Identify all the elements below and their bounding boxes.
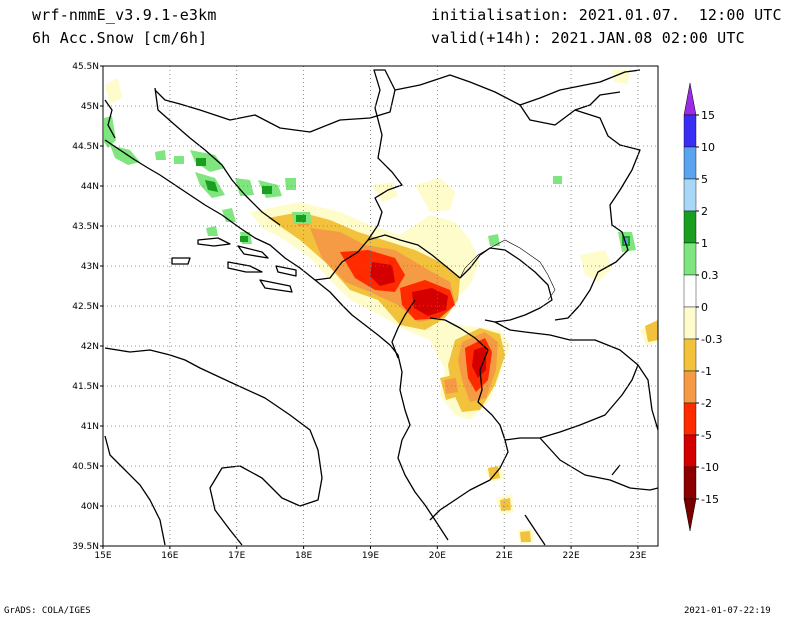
lat-tick-label: 42N: [81, 342, 99, 352]
colorbar-label: -5: [701, 429, 712, 442]
lat-tick-label: 41.5N: [72, 382, 99, 392]
lon-tick-label: 23E: [629, 551, 646, 561]
snow-field: [103, 66, 658, 546]
colorbar-bottom-arrow: [683, 498, 697, 532]
timestamp-label: 2021-01-07-22:19: [684, 606, 771, 616]
colorbar-label: -15: [701, 493, 719, 506]
lat-tick-label: 45N: [81, 102, 99, 112]
lon-tick-label: 21E: [496, 551, 513, 561]
colorbar-swatch: [683, 146, 697, 180]
colorbar-swatch: [683, 274, 697, 308]
colorbar-swatch: [683, 402, 697, 436]
colorbar-swatch: [683, 306, 697, 340]
lat-tick-label: 44.5N: [72, 142, 99, 152]
lon-axis: 15E 16E 17E 18E 19E 20E 21E 22E 23E: [94, 546, 647, 561]
lon-tick-label: 18E: [295, 551, 312, 561]
colorbar-label: -10: [701, 461, 719, 474]
lon-tick-label: 15E: [94, 551, 111, 561]
lon-tick-label: 20E: [429, 551, 446, 561]
colorbar-swatch: [683, 178, 697, 212]
colorbar-swatch: [683, 210, 697, 244]
lat-tick-label: 42.5N: [72, 302, 99, 312]
colorbar-label: 0: [701, 301, 708, 314]
lat-axis: 45.5N 45N 44.5N 44N 43.5N 43N 42.5N 42N 41.5N 41N…: [72, 62, 103, 552]
lat-tick-label: 40N: [81, 502, 99, 512]
colorbar-swatch: [683, 338, 697, 372]
lat-tick-label: 43.5N: [72, 222, 99, 232]
lon-tick-label: 22E: [563, 551, 580, 561]
lon-tick-label: 16E: [161, 551, 178, 561]
colorbar-label: -1: [701, 365, 712, 378]
colorbar-swatch: [683, 370, 697, 404]
field-name: 6h Acc.Snow [cm/6h]: [32, 29, 208, 47]
lat-tick-label: 41N: [81, 422, 99, 432]
init-time: initialisation: 2021.01.07. 12:00 UTC: [431, 6, 782, 24]
lon-tick-label: 19E: [362, 551, 379, 561]
colorbar-swatch: [683, 434, 697, 468]
colorbar: 15 10 5 2 1 0.3 0 -0.3 -1 -2 -5 -10 -15: [683, 82, 722, 532]
model-name: wrf-nmmE_v3.9.1-e3km: [32, 6, 217, 24]
valid-time: valid(+14h): 2021.JAN.08 02:00 UTC: [431, 29, 745, 47]
lat-tick-label: 43N: [81, 262, 99, 272]
lat-tick-label: 40.5N: [72, 462, 99, 472]
colorbar-label: 15: [701, 109, 715, 122]
colorbar-label: 2: [701, 205, 708, 218]
lon-tick-label: 17E: [228, 551, 245, 561]
lat-tick-label: 39.5N: [72, 542, 99, 552]
colorbar-label: 10: [701, 141, 715, 154]
credit-label: GrADS: COLA/IGES: [4, 606, 91, 616]
colorbar-swatch: [683, 242, 697, 276]
colorbar-top-arrow: [683, 82, 697, 116]
lat-tick-label: 45.5N: [72, 62, 99, 72]
colorbar-label: -2: [701, 397, 712, 410]
lat-tick-label: 44N: [81, 182, 99, 192]
colorbar-label: 0.3: [701, 269, 719, 282]
colorbar-swatch: [683, 114, 697, 148]
colorbar-label: -0.3: [701, 333, 722, 346]
colorbar-label: 5: [701, 173, 708, 186]
colorbar-swatch: [683, 466, 697, 500]
colorbar-label: 1: [701, 237, 708, 250]
